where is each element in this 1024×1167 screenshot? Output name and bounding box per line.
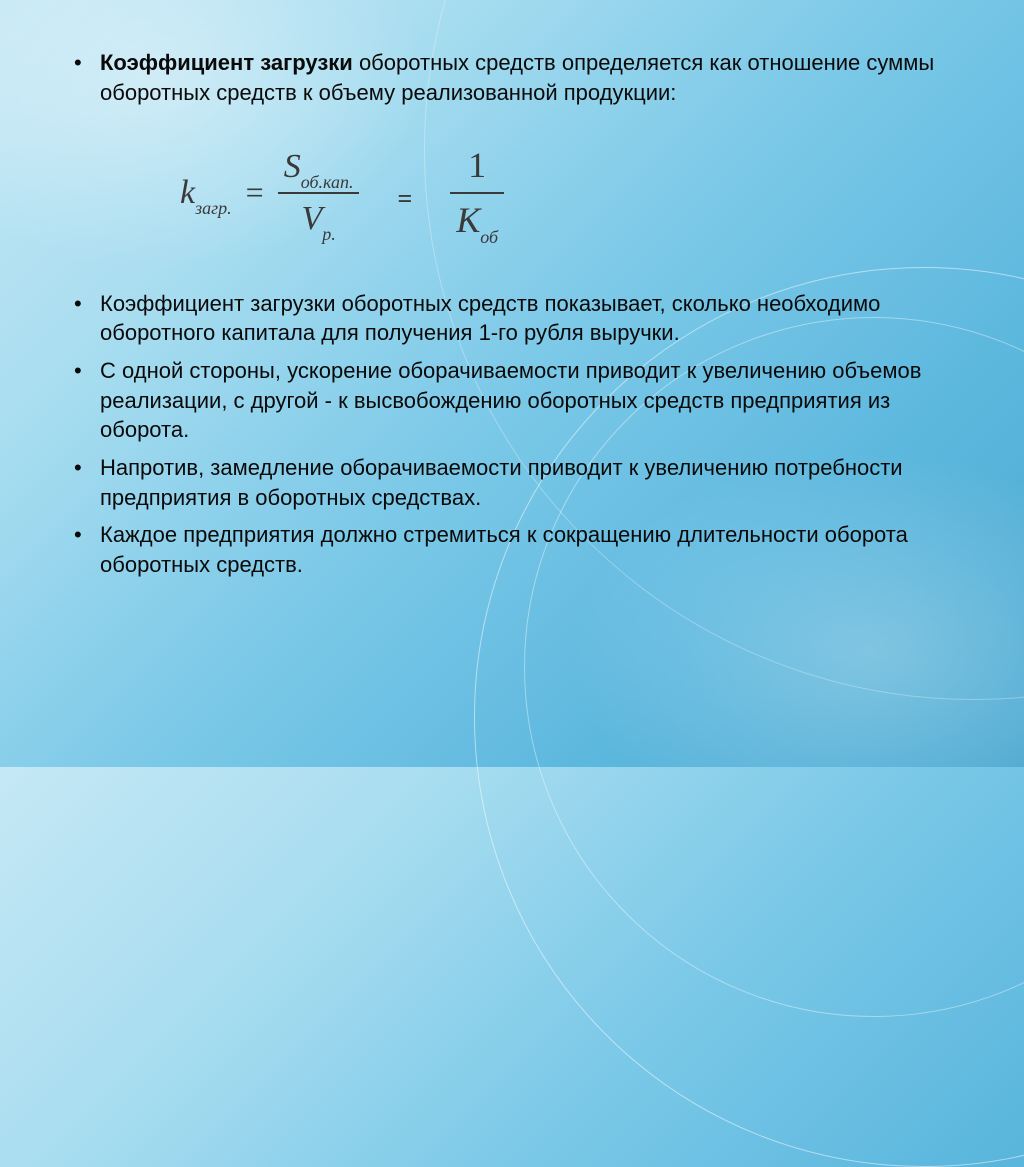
formula: kзагр. = Sоб.кап. Vр. = 1 Коб xyxy=(180,141,964,244)
var-v-sub: р. xyxy=(322,224,336,244)
equals-sign: = xyxy=(397,181,412,216)
fraction-bar xyxy=(278,192,360,194)
bullet-list: Коэффициент загрузки оборотных средств о… xyxy=(60,48,964,107)
bullet-item: Коэффициент загрузки оборотных средств п… xyxy=(60,289,964,348)
fraction-1: Sоб.кап. Vр. xyxy=(278,144,360,242)
var-k-sub: загр. xyxy=(195,198,232,218)
fraction-numerator: Sоб.кап. xyxy=(278,144,360,190)
fraction-denominator: Коб xyxy=(450,196,504,245)
formula-var: kзагр. xyxy=(180,170,232,216)
var-k: k xyxy=(180,174,195,211)
fraction-denominator: Vр. xyxy=(295,196,341,242)
intro-bold: Коэффициент загрузки xyxy=(100,50,353,75)
var-k-sub: об xyxy=(480,227,498,247)
fraction-2: 1 Коб xyxy=(450,141,504,244)
bullet-item: С одной стороны, ускорение оборачиваемос… xyxy=(60,356,964,445)
bullet-item: Коэффициент загрузки оборотных средств о… xyxy=(60,48,964,107)
fraction-bar xyxy=(450,192,504,194)
var-v: V xyxy=(301,200,322,237)
bullet-item: Напротив, замедление оборачиваемости при… xyxy=(60,453,964,512)
bullet-list: Коэффициент загрузки оборотных средств п… xyxy=(60,289,964,580)
bullet-item: Каждое предприятия должно стремиться к с… xyxy=(60,520,964,579)
var-s: S xyxy=(284,148,301,185)
fraction-numerator: 1 xyxy=(462,141,492,190)
formula-lhs: kзагр. = Sоб.кап. Vр. xyxy=(180,144,359,242)
var-k-cyrillic: К xyxy=(456,200,480,240)
var-s-sub: об.кап. xyxy=(301,172,354,192)
equals-sign: = xyxy=(246,171,264,214)
slide-content: Коэффициент загрузки оборотных средств о… xyxy=(0,0,1024,628)
